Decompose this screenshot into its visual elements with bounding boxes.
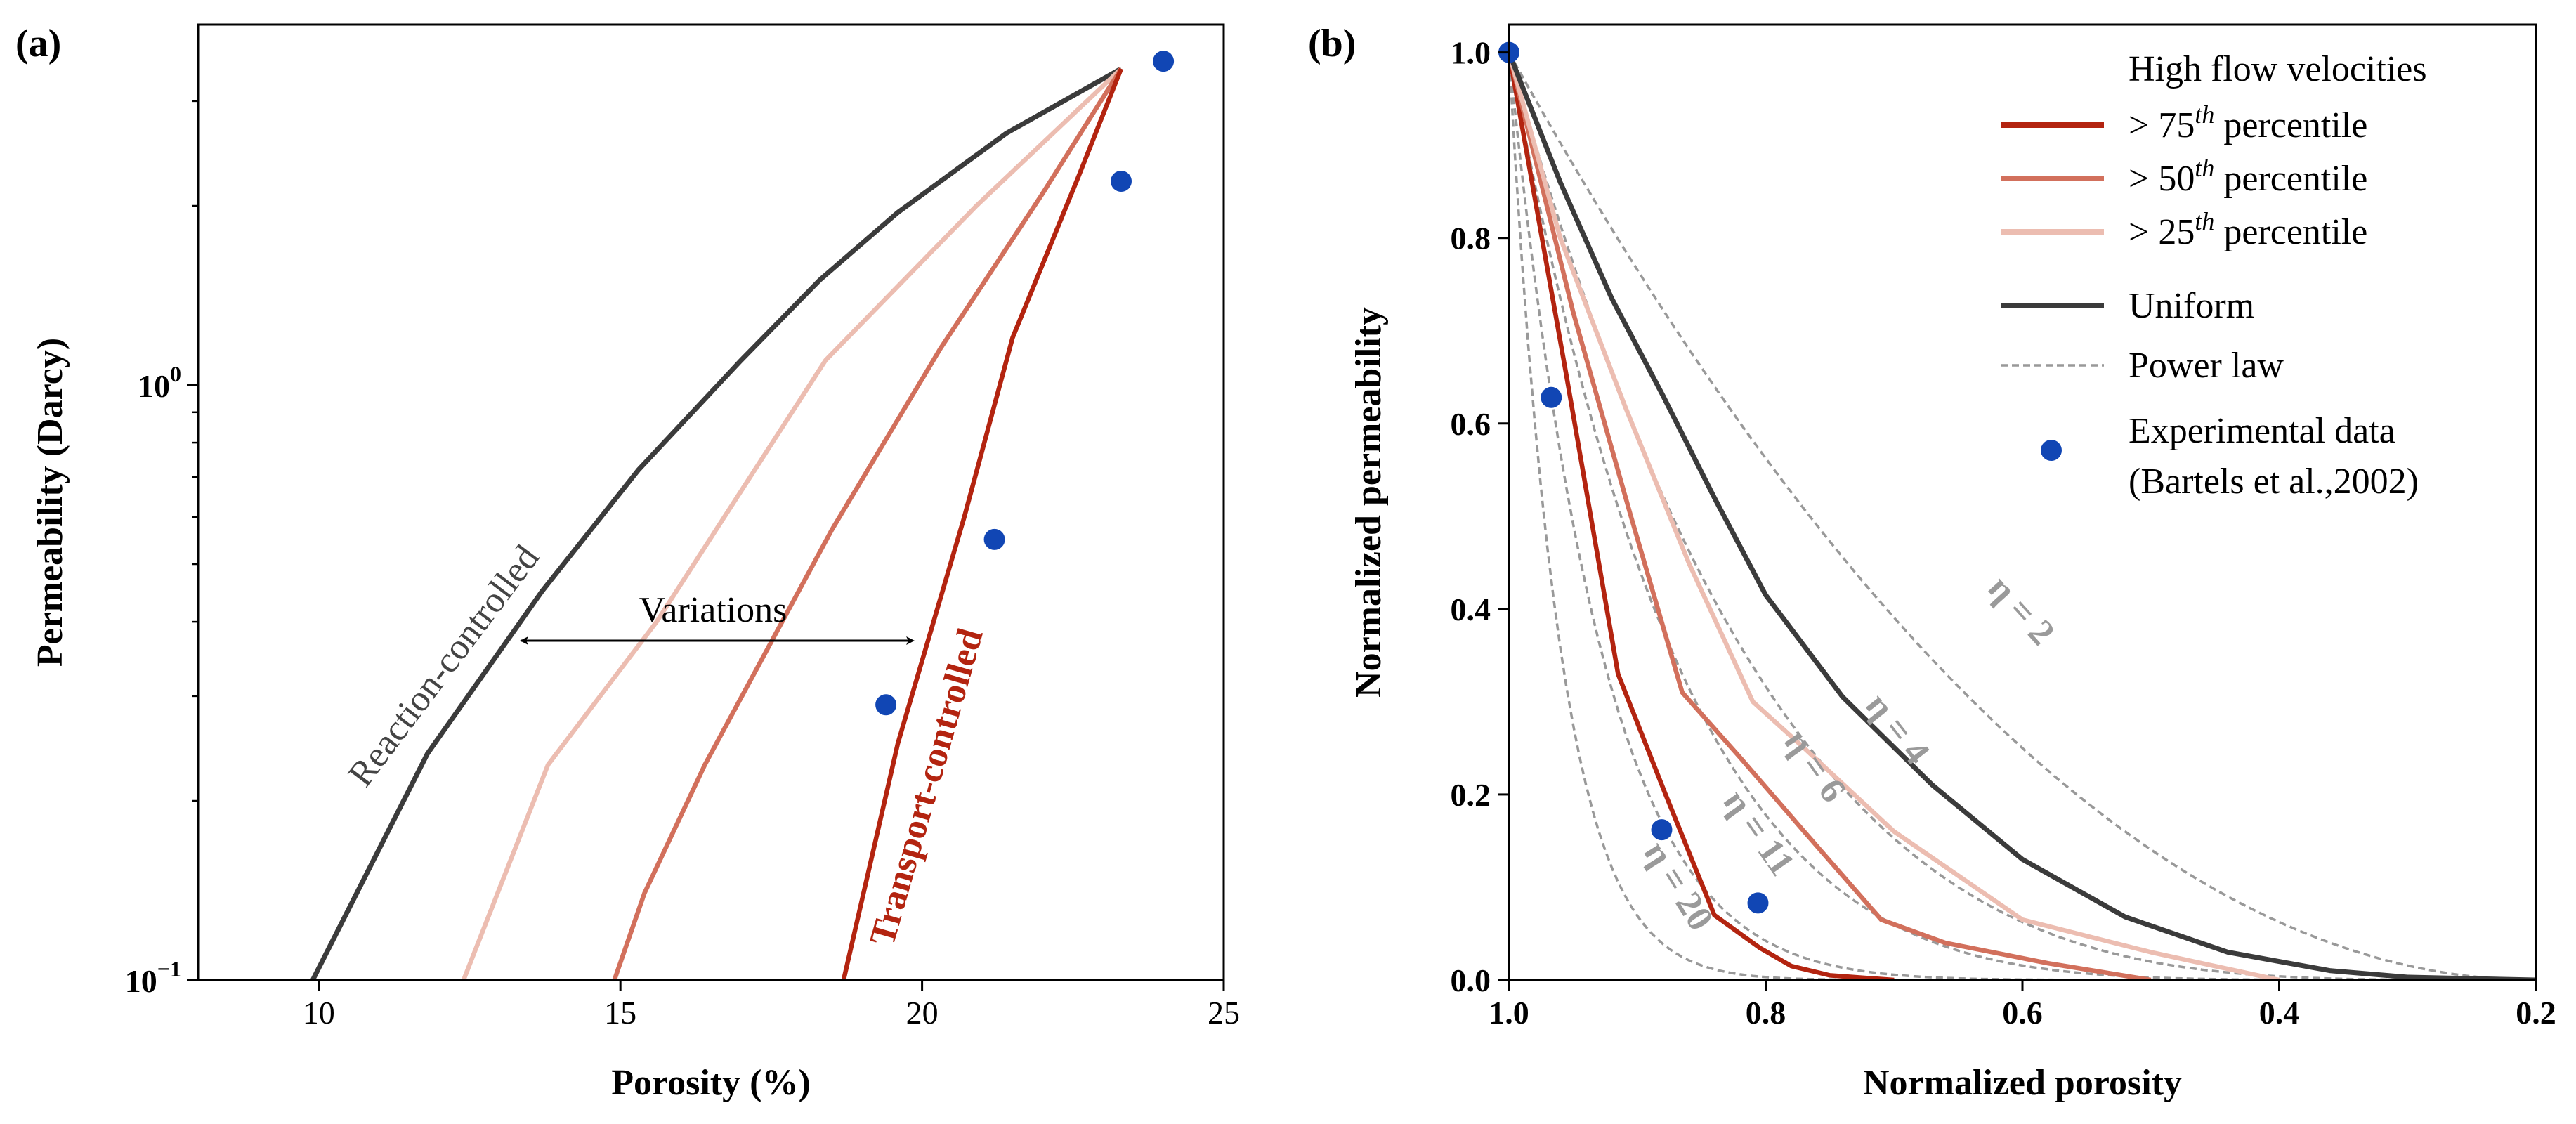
legend-label-uniform: Uniform [2129, 286, 2254, 326]
series-line-uniform [1509, 51, 2536, 980]
legend-marker-experimental [2041, 440, 2062, 461]
experimental-point [1541, 386, 1562, 408]
experimental-point [1111, 171, 1132, 192]
eta-label-11: η = 11 [1715, 783, 1803, 883]
panel-b-y-label: Normalized permeability [1349, 307, 1389, 698]
panel-b-legend: High flow velocities > 75th percentile >… [2001, 49, 2427, 502]
annotation-transport-controlled: Transport-controlled [863, 625, 991, 950]
panel-b-series [1509, 51, 2536, 980]
panel-b-x-label: Normalized porosity [1863, 1063, 2182, 1103]
panel-a-series [310, 66, 1124, 980]
legend-label-p50: > 50th percentile [2129, 154, 2367, 199]
x-tick-label: 1.0 [1489, 995, 1529, 1031]
legend-label-p75: > 75th percentile [2129, 100, 2367, 145]
series-line-uniform [310, 66, 1123, 980]
power-law-curve-eta-6 [1509, 52, 2536, 980]
series-line-p75 [841, 67, 1124, 980]
power-law-curve-eta-11 [1509, 52, 2536, 980]
panel-a-y-ticks: 100 10−1 [125, 100, 198, 999]
eta-label-4: η = 4 [1857, 686, 1937, 772]
experimental-point [875, 694, 897, 716]
panel-b: (b) 1.0 0.8 0.6 0.4 0.2 0.0 0.2 0.4 0.6 0.8 1.0 N… [1308, 22, 2556, 1103]
series-line-p25 [461, 67, 1123, 980]
y-tick-label: 0.2 [1451, 777, 1491, 813]
panel-b-experimental-points [1498, 41, 1769, 914]
annotation-variations: Variations [639, 590, 787, 630]
panel-a: (a) 10 15 20 25 100 10−1 Porosity (%) Perme… [15, 22, 1240, 1103]
legend-label-experimental: Experimental data [2129, 411, 2395, 451]
experimental-point [1153, 51, 1175, 72]
legend-label-experimental-ref: (Bartels et al.,2002) [2129, 462, 2419, 502]
panel-b-y-ticks: 0.0 0.2 0.4 0.6 0.8 1.0 [1451, 35, 1509, 998]
panel-a-experimental-points [875, 51, 1175, 716]
experimental-point [1747, 892, 1769, 914]
y-tick-label: 0.4 [1451, 592, 1491, 627]
x-tick-label: 20 [906, 995, 939, 1031]
series-line-p75 [1509, 52, 1895, 980]
panel-a-x-label: Porosity (%) [611, 1063, 811, 1103]
y-tick-label-1e-1: 10−1 [125, 956, 181, 999]
y-tick-label: 1.0 [1451, 35, 1491, 71]
y-tick-label-1e0: 100 [138, 361, 181, 404]
x-tick-label: 0.2 [2516, 995, 2556, 1031]
annotation-reaction-controlled: Reaction-controlled [341, 538, 547, 794]
panel-b-x-ticks: 1.0 0.8 0.6 0.4 0.2 [1489, 980, 2556, 1031]
y-tick-label: 0.0 [1451, 962, 1491, 998]
x-tick-label: 0.6 [2002, 995, 2043, 1031]
eta-label-20: η = 20 [1635, 835, 1720, 938]
y-tick-label: 0.8 [1451, 221, 1491, 256]
panel-a-minor-ticks [192, 100, 198, 802]
series-line-p25 [1509, 51, 2280, 980]
legend-title: High flow velocities [2129, 49, 2427, 89]
experimental-point [1651, 819, 1673, 841]
x-tick-label: 15 [604, 995, 636, 1031]
panel-a-label: (a) [15, 22, 61, 65]
panel-a-y-label: Permeability (Darcy) [30, 338, 70, 667]
power-law-curve-eta-2 [1509, 51, 2536, 980]
experimental-point [983, 528, 1005, 550]
panel-b-label: (b) [1308, 22, 1356, 65]
panel-a-frame [197, 23, 1225, 981]
legend-label-p25: > 25th percentile [2129, 207, 2367, 252]
power-law-curve-eta-20 [1509, 52, 2536, 980]
x-tick-label: 0.8 [1746, 995, 1786, 1031]
eta-label-2: η = 2 [1980, 568, 2062, 653]
series-line-p50 [612, 67, 1123, 980]
y-tick-label: 0.6 [1451, 406, 1491, 442]
panel-a-x-ticks: 10 15 20 25 [303, 980, 1240, 1031]
x-tick-label: 10 [303, 995, 335, 1031]
series-line-p50 [1509, 51, 2152, 980]
legend-label-power-law: Power law [2129, 346, 2284, 386]
x-tick-label: 25 [1208, 995, 1240, 1031]
x-tick-label: 0.4 [2259, 995, 2300, 1031]
